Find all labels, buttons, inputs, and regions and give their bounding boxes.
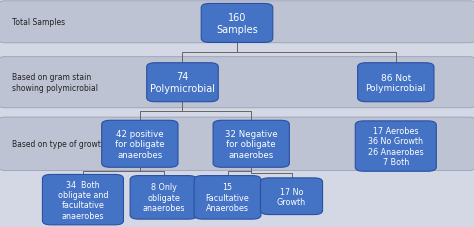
FancyBboxPatch shape xyxy=(0,2,474,44)
FancyBboxPatch shape xyxy=(201,4,273,43)
Text: 160
Samples: 160 Samples xyxy=(216,13,258,35)
Text: 15
Facultative
Anaerobes: 15 Facultative Anaerobes xyxy=(206,183,249,212)
Text: 86 Not
Polymicrobial: 86 Not Polymicrobial xyxy=(365,73,426,93)
FancyBboxPatch shape xyxy=(130,176,197,219)
Text: 17 No
Growth: 17 No Growth xyxy=(277,187,306,206)
Text: 17 Aerobes
36 No Growth
26 Anaerobes
7 Both: 17 Aerobes 36 No Growth 26 Anaerobes 7 B… xyxy=(368,126,424,166)
Text: 34  Both
obligate and
facultative
anaerobes: 34 Both obligate and facultative anaerob… xyxy=(58,180,108,220)
Text: Based on type of growth: Based on type of growth xyxy=(12,140,106,149)
FancyBboxPatch shape xyxy=(42,175,123,225)
FancyBboxPatch shape xyxy=(355,121,436,172)
FancyBboxPatch shape xyxy=(101,121,178,168)
Text: Based on gram stain
showing polymicrobial: Based on gram stain showing polymicrobia… xyxy=(12,73,98,93)
FancyBboxPatch shape xyxy=(213,121,289,168)
Text: 42 positive
for obligate
anaerobes: 42 positive for obligate anaerobes xyxy=(115,129,164,159)
FancyBboxPatch shape xyxy=(147,63,218,102)
Text: 74
Polymicrobial: 74 Polymicrobial xyxy=(150,72,215,94)
Text: 32 Negative
for obligate
anaerobes: 32 Negative for obligate anaerobes xyxy=(225,129,278,159)
FancyBboxPatch shape xyxy=(261,178,322,215)
FancyBboxPatch shape xyxy=(0,57,474,108)
FancyBboxPatch shape xyxy=(0,118,474,171)
FancyBboxPatch shape xyxy=(357,63,434,102)
FancyBboxPatch shape xyxy=(194,176,261,219)
Text: 8 Only
obligate
anaerobes: 8 Only obligate anaerobes xyxy=(142,183,185,212)
Text: Total Samples: Total Samples xyxy=(12,18,65,27)
